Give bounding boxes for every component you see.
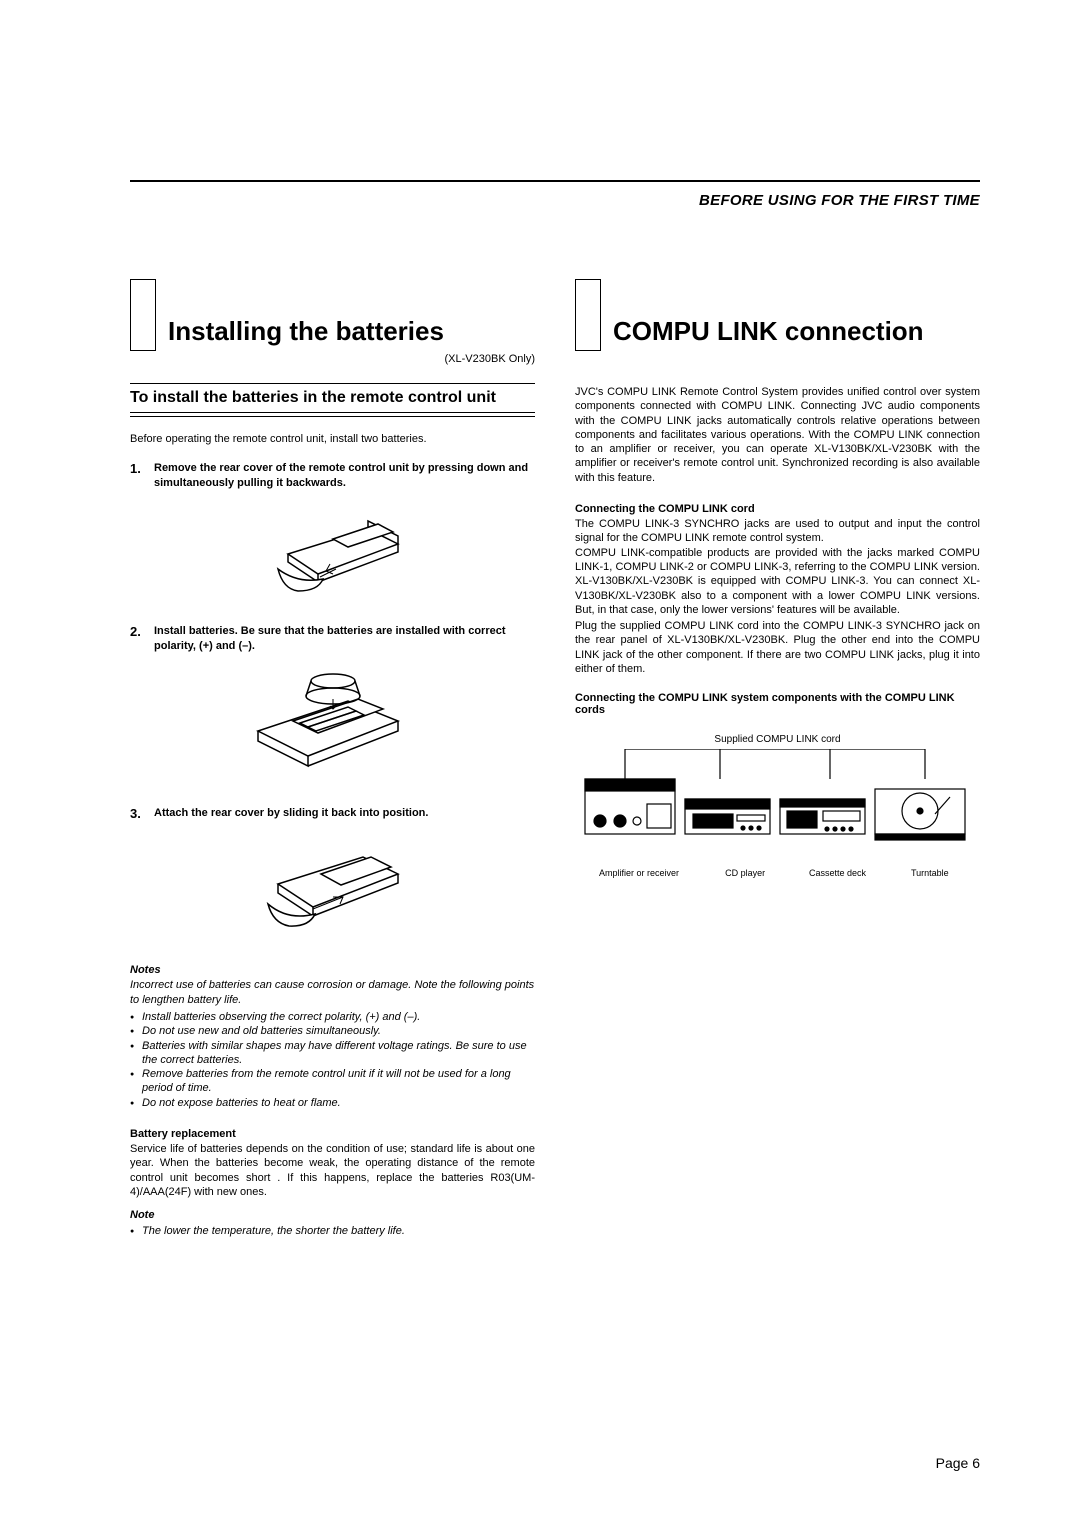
section-title-right: COMPU LINK connection <box>613 316 924 347</box>
connection-diagram: Supplied COMPU LINK cord <box>575 734 980 878</box>
illustration-remove-cover <box>130 499 535 604</box>
two-column-layout: Installing the batteries (XL-V230BK Only… <box>130 279 980 1239</box>
device-label: Cassette deck <box>791 868 883 878</box>
spacer <box>575 355 980 385</box>
left-column: Installing the batteries (XL-V230BK Only… <box>130 279 535 1239</box>
section-header-right: COMPU LINK connection <box>575 279 980 351</box>
section-header-left: Installing the batteries <box>130 279 535 351</box>
step-number: 1. <box>130 461 146 491</box>
manual-page: BEFORE USING FOR THE FIRST TIME Installi… <box>0 0 1080 1279</box>
note2-bullet: The lower the temperature, the shorter t… <box>130 1224 535 1238</box>
section-box-icon <box>130 279 156 351</box>
note2-heading: Note <box>130 1209 535 1221</box>
note-bullet: Install batteries observing the correct … <box>130 1010 535 1024</box>
connecting-cord-p2: COMPU LINK-compatible products are provi… <box>575 546 980 617</box>
notes-bullet-list: Install batteries observing the correct … <box>130 1010 535 1110</box>
note-bullet: Batteries with similar shapes may have d… <box>130 1039 535 1068</box>
model-subtitle: (XL-V230BK Only) <box>130 353 535 365</box>
page-number: Page 6 <box>936 1455 980 1471</box>
battery-replacement-body: Service life of batteries depends on the… <box>130 1142 535 1199</box>
diagram-caption: Supplied COMPU LINK cord <box>575 734 980 745</box>
step-number: 3. <box>130 806 146 821</box>
step-text: Attach the rear cover by sliding it back… <box>154 806 428 821</box>
illustration-attach-cover <box>130 829 535 944</box>
top-rule <box>130 180 980 182</box>
note2-list: The lower the temperature, the shorter t… <box>130 1224 535 1238</box>
device-label: Amplifier or receiver <box>579 868 699 878</box>
devices-diagram-svg <box>575 749 975 859</box>
device-label: Turntable <box>884 868 976 878</box>
note-bullet: Do not expose batteries to heat or flame… <box>130 1096 535 1110</box>
notes-intro: Incorrect use of batteries can cause cor… <box>130 978 535 1007</box>
note-bullet: Do not use new and old batteries simulta… <box>130 1024 535 1038</box>
step-3: 3. Attach the rear cover by sliding it b… <box>130 806 535 821</box>
compulink-intro: JVC's COMPU LINK Remote Control System p… <box>575 385 980 485</box>
section-preheader: BEFORE USING FOR THE FIRST TIME <box>130 192 980 209</box>
step-2: 2. Install batteries. Be sure that the b… <box>130 624 535 654</box>
connecting-cord-p1: The COMPU LINK-3 SYNCHRO jacks are used … <box>575 517 980 546</box>
connecting-cord-heading: Connecting the COMPU LINK cord <box>575 503 980 515</box>
connecting-system-heading: Connecting the COMPU LINK system compone… <box>575 692 980 716</box>
section-box-icon <box>575 279 601 351</box>
intro-text: Before operating the remote control unit… <box>130 433 535 445</box>
device-labels: Amplifier or receiver CD player Cassette… <box>575 868 980 878</box>
battery-replacement-heading: Battery replacement <box>130 1128 535 1140</box>
right-column: COMPU LINK connection JVC's COMPU LINK R… <box>575 279 980 1239</box>
device-label: CD player <box>699 868 791 878</box>
install-heading: To install the batteries in the remote c… <box>130 383 535 413</box>
notes-heading: Notes <box>130 964 535 976</box>
illustration-insert-batteries <box>130 661 535 786</box>
step-1: 1. Remove the rear cover of the remote c… <box>130 461 535 491</box>
section-title-left: Installing the batteries <box>168 316 444 347</box>
step-text: Install batteries. Be sure that the batt… <box>154 624 535 654</box>
step-text: Remove the rear cover of the remote cont… <box>154 461 535 491</box>
note-bullet: Remove batteries from the remote control… <box>130 1067 535 1096</box>
connecting-cord-p3: Plug the supplied COMPU LINK cord into t… <box>575 619 980 676</box>
step-number: 2. <box>130 624 146 654</box>
